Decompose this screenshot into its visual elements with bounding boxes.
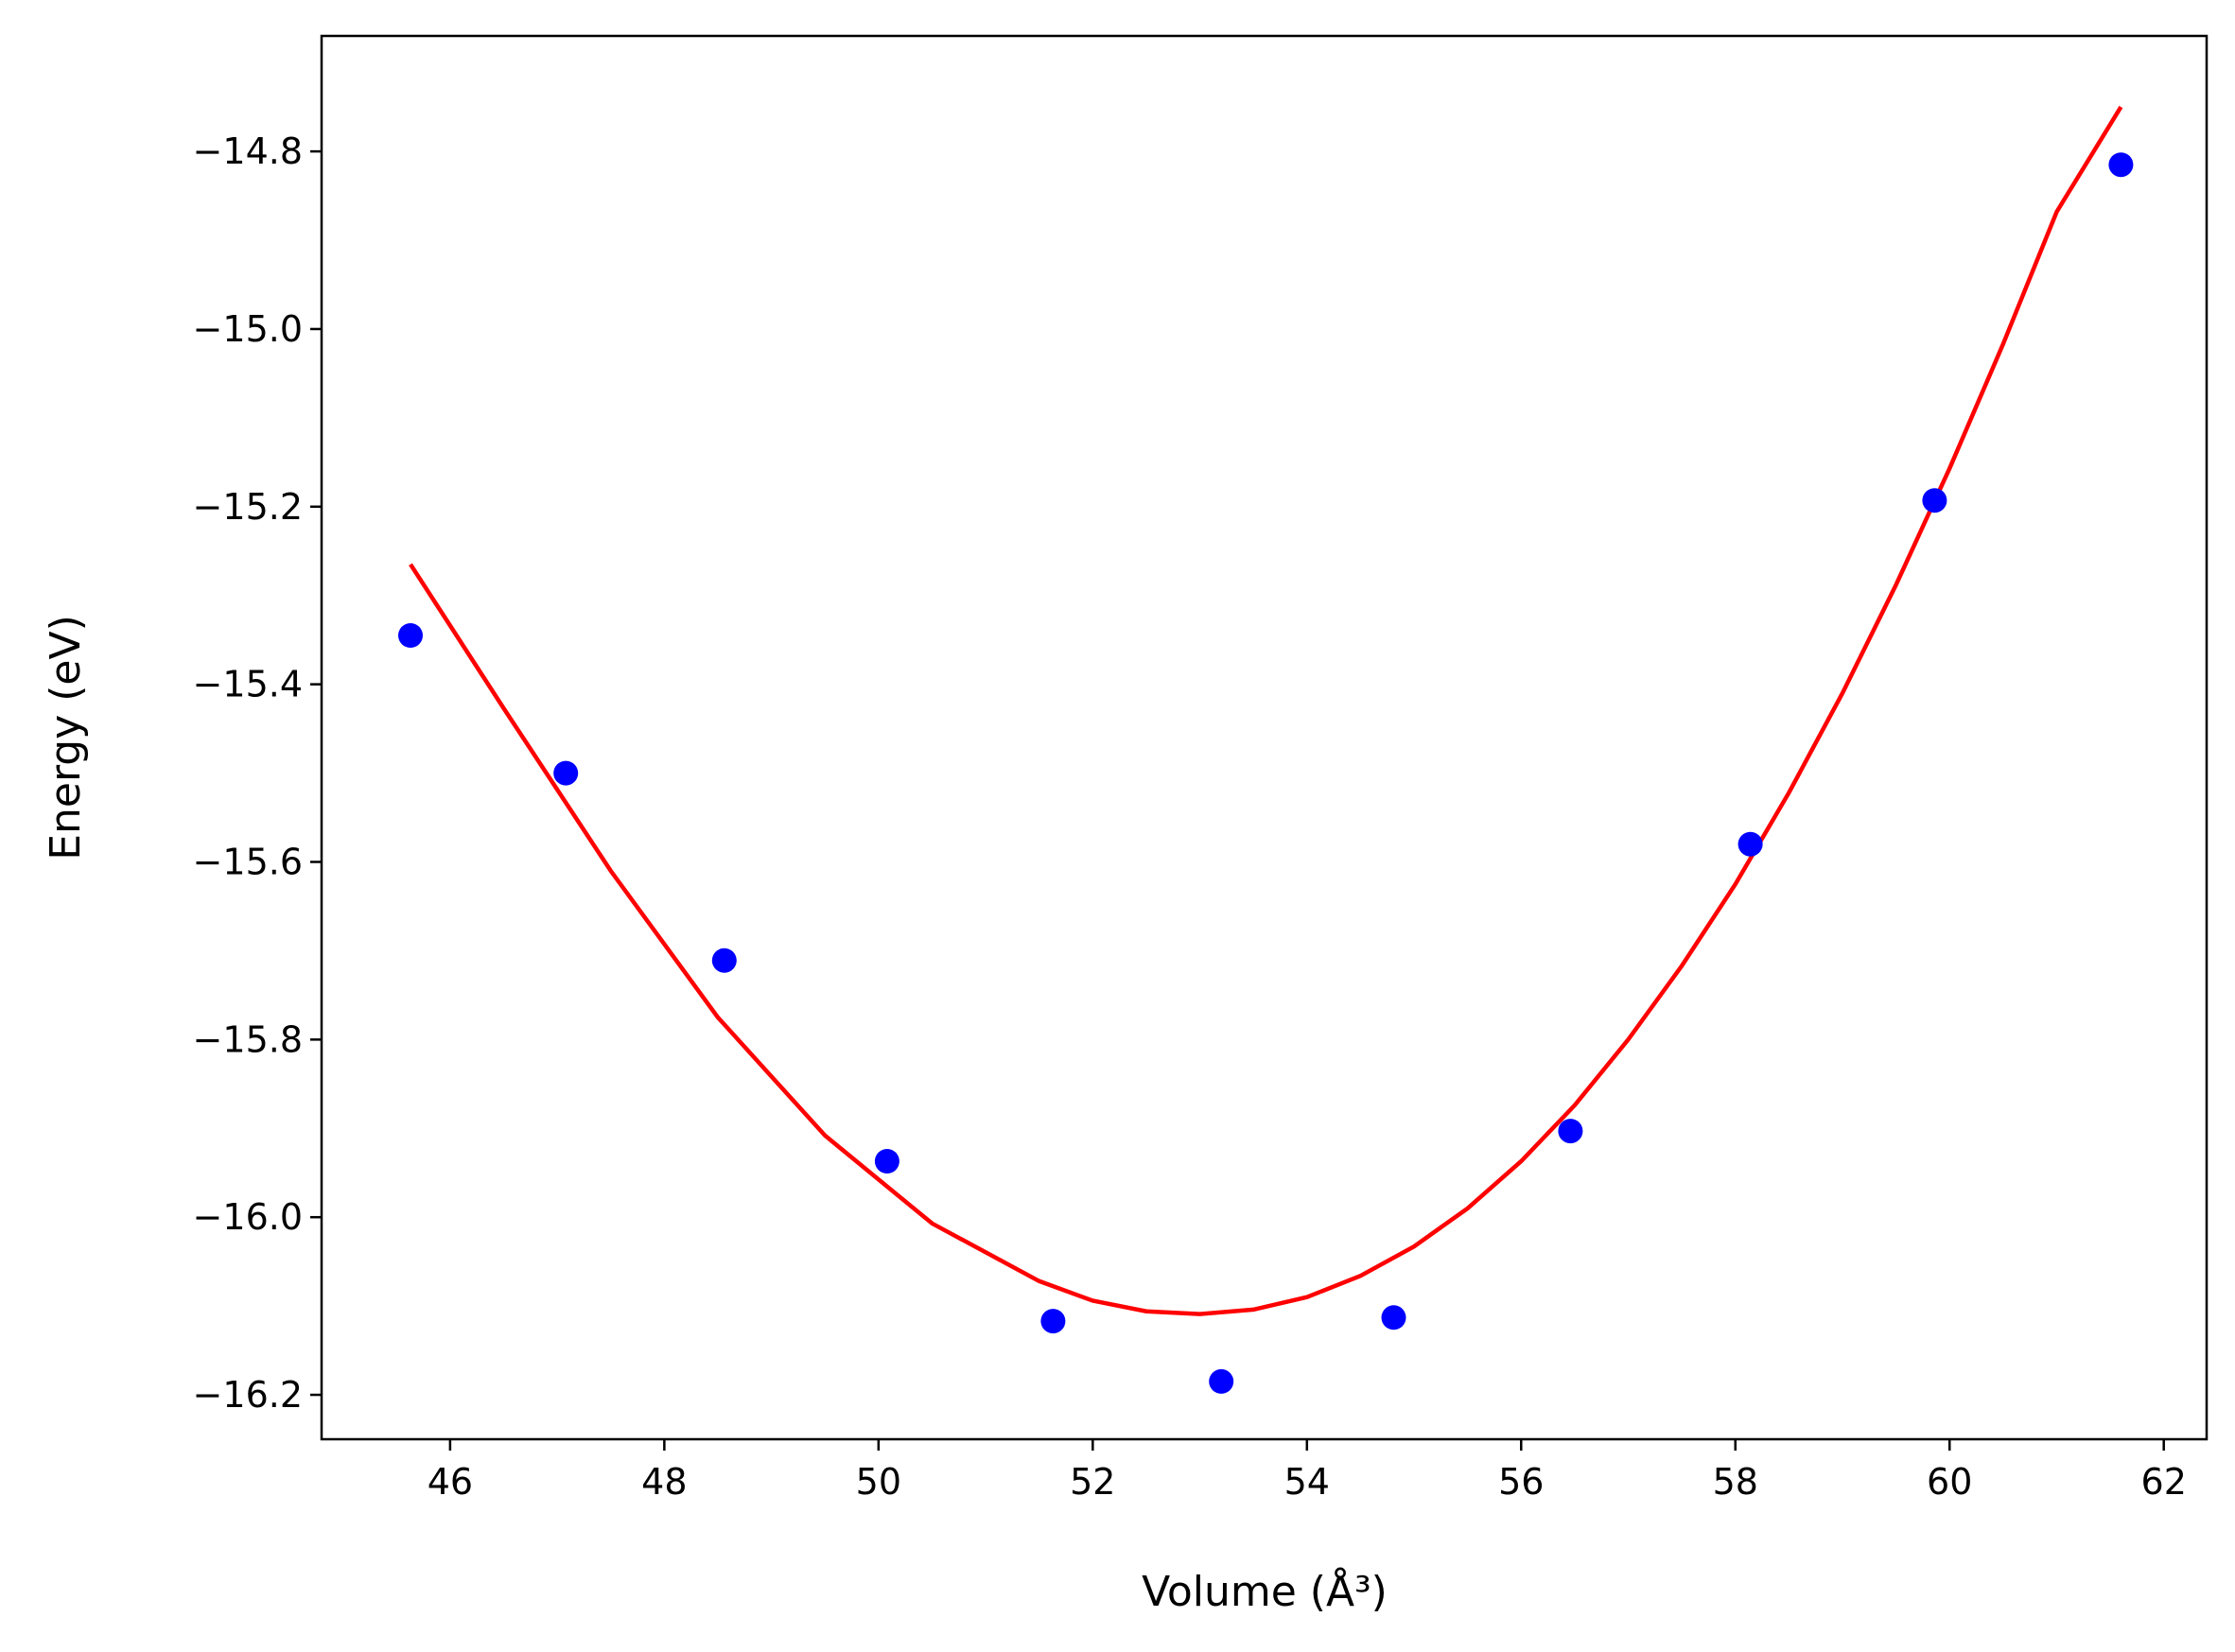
- x-tick-label: 60: [1927, 1461, 1972, 1503]
- y-tick-label: −15.2: [193, 486, 303, 528]
- x-tick-label: 52: [1070, 1461, 1115, 1503]
- data-point: [398, 623, 423, 648]
- data-point: [1558, 1119, 1583, 1144]
- y-tick-label: −15.4: [193, 664, 303, 705]
- fit-curve: [409, 105, 2123, 1316]
- data-point: [711, 948, 737, 973]
- plot-content: [398, 105, 2134, 1394]
- x-tick-label: 62: [2141, 1461, 2187, 1503]
- data-point: [1737, 831, 1763, 857]
- x-tick-label: 58: [1713, 1461, 1758, 1503]
- y-tick-label: −16.0: [193, 1196, 303, 1238]
- x-axis-label: Volume (Å³): [1142, 1566, 1388, 1616]
- data-point: [553, 760, 579, 786]
- y-tick-label: −15.6: [193, 841, 303, 882]
- y-axis-ticks: −14.8 −15.0 −15.2 −15.4 −15.6 −15.8 −16.0 −16.2: [193, 130, 322, 1416]
- x-tick-label: 56: [1498, 1461, 1544, 1503]
- x-tick-label: 46: [428, 1461, 473, 1503]
- data-point: [1381, 1305, 1406, 1330]
- y-tick-label: −16.2: [193, 1374, 303, 1416]
- y-axis-label: Energy (eV): [42, 615, 90, 861]
- data-point: [1209, 1368, 1234, 1394]
- y-tick-label: −14.8: [193, 130, 303, 172]
- x-tick-label: 48: [641, 1461, 687, 1503]
- data-point: [874, 1149, 899, 1174]
- data-point: [1922, 488, 1947, 513]
- y-tick-label: −15.0: [193, 308, 303, 350]
- x-tick-label: 50: [856, 1461, 901, 1503]
- data-point: [2108, 152, 2134, 178]
- data-point: [1040, 1309, 1066, 1334]
- y-tick-label: −15.8: [193, 1018, 303, 1060]
- plot-frame: [320, 34, 2209, 1441]
- x-tick-label: 54: [1284, 1461, 1330, 1503]
- x-axis-ticks: 46 48 50 52 54 56 58 60 62: [428, 1439, 2187, 1503]
